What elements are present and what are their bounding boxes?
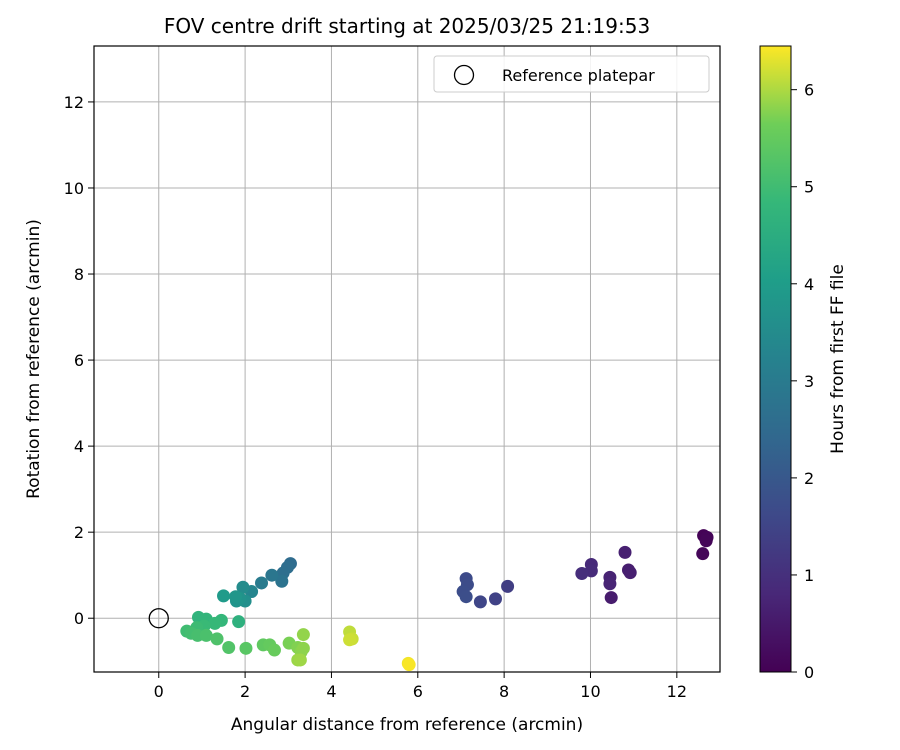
data-point [268, 644, 281, 657]
y-tick-label: 2 [74, 523, 84, 542]
x-tick-label: 10 [580, 682, 600, 701]
y-axis-label: Rotation from reference (arcmin) [24, 219, 44, 499]
data-point [700, 534, 713, 547]
y-tick-label: 10 [64, 179, 84, 198]
data-point [217, 589, 230, 602]
x-tick-label: 6 [413, 682, 423, 701]
data-point [239, 642, 252, 655]
data-point [229, 590, 242, 603]
data-point [575, 567, 588, 580]
data-point [403, 658, 416, 671]
data-point [208, 617, 221, 630]
data-point [474, 595, 487, 608]
y-tick-label: 12 [64, 93, 84, 112]
grid [94, 46, 720, 672]
data-point [265, 569, 278, 582]
x-tick-label: 2 [240, 682, 250, 701]
data-point [297, 628, 310, 641]
colorbar-tick-label: 5 [804, 178, 814, 197]
data-point [460, 590, 473, 603]
colorbar: 0 1 2 3 4 5 6 Hours from first FF file [760, 46, 848, 682]
x-axis-label: Angular distance from reference (arcmin) [231, 715, 583, 735]
x-tick-label: 4 [326, 682, 336, 701]
data-point [343, 633, 356, 646]
colorbar-tick-label: 2 [804, 469, 814, 488]
chart-title: FOV centre drift starting at 2025/03/25 … [164, 14, 650, 38]
data-point [501, 580, 514, 593]
colorbar-ticks: 0 1 2 3 4 5 6 [791, 81, 814, 682]
y-tick-label: 0 [74, 609, 84, 628]
y-tick-label: 8 [74, 265, 84, 284]
data-point [605, 591, 618, 604]
x-tick-label: 12 [667, 682, 687, 701]
colorbar-tick-label: 6 [804, 81, 814, 100]
x-tick-label: 8 [499, 682, 509, 701]
plot-frame [94, 46, 720, 672]
data-point [603, 577, 616, 590]
x-axis: 0 2 4 6 8 10 12 [154, 672, 687, 701]
colorbar-label: Hours from first FF file [828, 264, 848, 454]
y-tick-label: 6 [74, 351, 84, 370]
colorbar-gradient [760, 46, 791, 672]
y-axis: 0 2 4 6 8 10 12 [64, 93, 94, 628]
data-point [222, 641, 235, 654]
colorbar-tick-label: 4 [804, 275, 814, 294]
data-point [232, 615, 245, 628]
data-points [149, 529, 713, 671]
data-point [624, 566, 637, 579]
y-tick-label: 4 [74, 437, 84, 456]
colorbar-tick-label: 1 [804, 566, 814, 585]
colorbar-tick-label: 3 [804, 372, 814, 391]
scatter-chart: FOV centre drift starting at 2025/03/25 … [0, 0, 900, 750]
legend-label-reference: Reference platepar [502, 66, 655, 85]
data-point [619, 546, 632, 559]
legend: Reference platepar [434, 56, 709, 92]
data-point [489, 592, 502, 605]
x-tick-label: 0 [154, 682, 164, 701]
data-point [211, 632, 224, 645]
data-point [696, 547, 709, 560]
data-point [297, 642, 310, 655]
colorbar-tick-label: 0 [804, 663, 814, 682]
data-point [294, 653, 307, 666]
data-point [255, 576, 268, 589]
